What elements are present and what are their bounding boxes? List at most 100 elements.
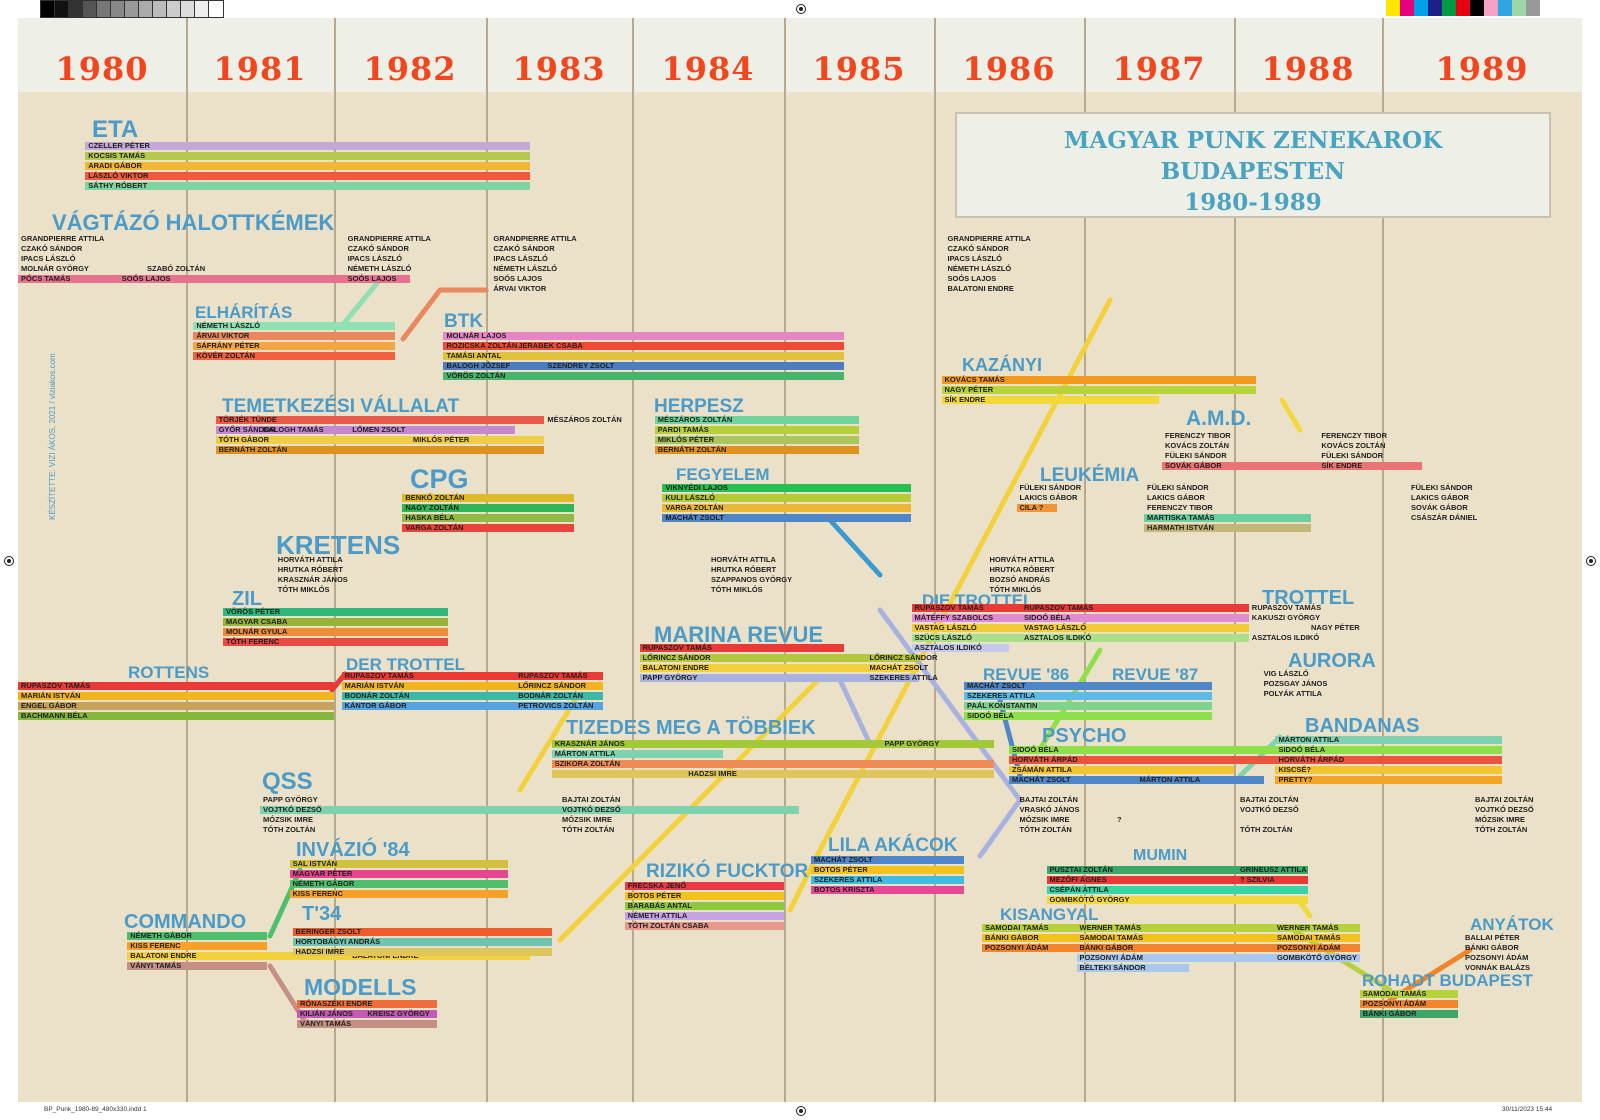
member-name: FÜLEKI SÁNDOR xyxy=(1411,483,1473,492)
member-line xyxy=(85,162,530,170)
year-divider xyxy=(1234,18,1236,1102)
year-label: 1981 xyxy=(213,50,307,88)
band-name: LEUKÉMIA xyxy=(1040,465,1140,486)
member-name: SAMODAI TAMÁS xyxy=(985,923,1049,932)
member-name: MARIÁN ISTVÁN xyxy=(21,691,81,700)
member-line xyxy=(18,712,334,720)
member-line xyxy=(292,928,552,936)
member-name: RÓNASZÉKI ENDRE xyxy=(300,999,373,1008)
member-name: SZEKERES ATTILA xyxy=(869,673,938,682)
member-line xyxy=(215,426,516,434)
member-line xyxy=(982,924,1360,932)
member-name: HORVÁTH ÁRPÁD xyxy=(1012,755,1078,764)
member-name: SAMODAI TAMÁS xyxy=(1362,989,1427,998)
member-line xyxy=(1046,886,1308,894)
member-name: SAL ISTVÁN xyxy=(292,859,338,868)
member-name: KOVÁCS ZOLTÁN xyxy=(1321,441,1386,450)
member-name: MARTISKA TAMÁS xyxy=(1147,513,1215,522)
member-name: BERNÁTH ZOLTÁN xyxy=(657,445,727,454)
member-name: PAPP GYÖRGY xyxy=(263,795,318,804)
member-name: SOÓS LAJOS xyxy=(121,274,171,283)
member-name: BÉLTEKI SÁNDOR xyxy=(1079,963,1146,972)
member-name: LŐRINCZ SÁNDOR xyxy=(518,681,587,690)
registration-mark xyxy=(4,556,14,566)
member-name: HRUTKA RÓBERT xyxy=(711,565,777,574)
member-name: POZSONYI ÁDÁM xyxy=(1276,943,1341,952)
registration-mark xyxy=(796,1106,806,1116)
member-line xyxy=(662,514,912,522)
year-label: 1988 xyxy=(1261,50,1355,88)
band-name: TEMETKEZÉSI VÁLLALAT xyxy=(222,396,460,417)
band-name: ROTTENS xyxy=(128,663,210,682)
member-line xyxy=(85,152,530,160)
member-line xyxy=(811,856,964,864)
year-divider xyxy=(632,18,634,1102)
member-name: BÁNKI GÁBOR xyxy=(1465,943,1519,952)
member-line xyxy=(811,876,964,884)
member-name: WERNER TAMÁS xyxy=(1276,923,1339,932)
member-name: MÓZSIK IMRE xyxy=(263,815,313,824)
color-swatch xyxy=(1470,0,1484,16)
member-line xyxy=(941,396,1159,404)
member-line xyxy=(811,866,964,874)
member-name: KOVÁCS TAMÁS xyxy=(944,375,1005,384)
member-line xyxy=(292,938,552,946)
member-line xyxy=(1162,462,1422,470)
connector-line xyxy=(517,697,578,793)
year-label: 1985 xyxy=(812,50,906,88)
connector-line xyxy=(827,517,883,578)
member-name: MOLNÁR LAJOS xyxy=(446,331,507,340)
member-name: POZSONYI ÁDÁM xyxy=(1465,953,1529,962)
band-name: MODELLS xyxy=(304,974,417,1000)
member-line xyxy=(1009,756,1382,764)
member-name: BALATONI ENDRE xyxy=(642,663,709,672)
member-name: MARIÁN ISTVÁN xyxy=(344,681,405,690)
band-name: ELHÁRÍTÁS xyxy=(195,303,293,322)
member-name: PETROVICS ZOLTÁN xyxy=(518,701,594,710)
member-name: HRUTKA RÓBERT xyxy=(989,565,1055,574)
member-name: CILA ? xyxy=(1019,503,1044,512)
member-name: FERENCZY TIBOR xyxy=(1147,503,1213,512)
member-name: HARMATH ISTVÁN xyxy=(1147,523,1214,532)
member-name: MACHÁT ZSOLT xyxy=(1012,775,1071,784)
member-name: SÁTHY RÓBERT xyxy=(88,181,148,190)
footer-file-name: BP_Punk_1980-89_480x330.indd 1 xyxy=(44,1106,147,1113)
member-line xyxy=(551,760,994,768)
member-name: BÁNKI GÁBOR xyxy=(985,933,1039,942)
author-credit: KÉSZÍTETTE: VIZI ÁKOS, 2021 / viziakos.c… xyxy=(48,353,57,520)
year-label: 1983 xyxy=(512,50,606,88)
member-line xyxy=(624,892,784,900)
connector-line xyxy=(1297,899,1313,919)
member-line xyxy=(260,806,799,814)
member-name: ENGEL GÁBOR xyxy=(21,701,77,710)
member-name: MAGYAR PÉTER xyxy=(292,869,353,878)
band-name: HERPESZ xyxy=(654,396,744,417)
member-name: BAJTAI ZOLTÁN xyxy=(562,795,621,804)
member-name: MÉSZÁROS ZOLTÁN xyxy=(547,415,622,424)
member-name: VÖRÖS PÉTER xyxy=(226,607,281,616)
member-name: IPACS LÁSZLÓ xyxy=(347,254,403,263)
member-name: BERINGER ZSOLT xyxy=(295,927,362,936)
member-name: LAKICS GÁBOR xyxy=(1411,493,1469,502)
band-name: ZIL xyxy=(232,588,262,610)
member-name: LŐMEN ZSOLT xyxy=(352,425,406,434)
band-name: MUMIN xyxy=(1133,847,1188,864)
connector-line xyxy=(1037,647,1103,752)
member-line xyxy=(193,322,395,330)
member-name: SZEKERES ATTILA xyxy=(814,875,883,884)
member-name: CZAKÓ SÁNDOR xyxy=(21,244,83,253)
band-name: KISANGYAL xyxy=(1000,905,1099,924)
band-name: COMMANDO xyxy=(124,911,247,933)
year-divider xyxy=(784,18,786,1102)
member-name: GRANDPIERRE ATTILA xyxy=(947,234,1031,243)
member-name: TÓTH MIKLÓS xyxy=(277,585,330,594)
member-line xyxy=(223,608,448,616)
member-name: IPACS LÁSZLÓ xyxy=(493,254,548,263)
member-line xyxy=(551,770,994,778)
member-name: GRINEUSZ ATTILA xyxy=(1239,865,1307,874)
registration-mark xyxy=(1586,556,1596,566)
member-line xyxy=(639,664,919,672)
member-name: BALATONI ENDRE xyxy=(130,951,197,960)
member-name: IPACS LÁSZLÓ xyxy=(21,254,76,263)
member-name: CZAKÓ SÁNDOR xyxy=(493,244,555,253)
